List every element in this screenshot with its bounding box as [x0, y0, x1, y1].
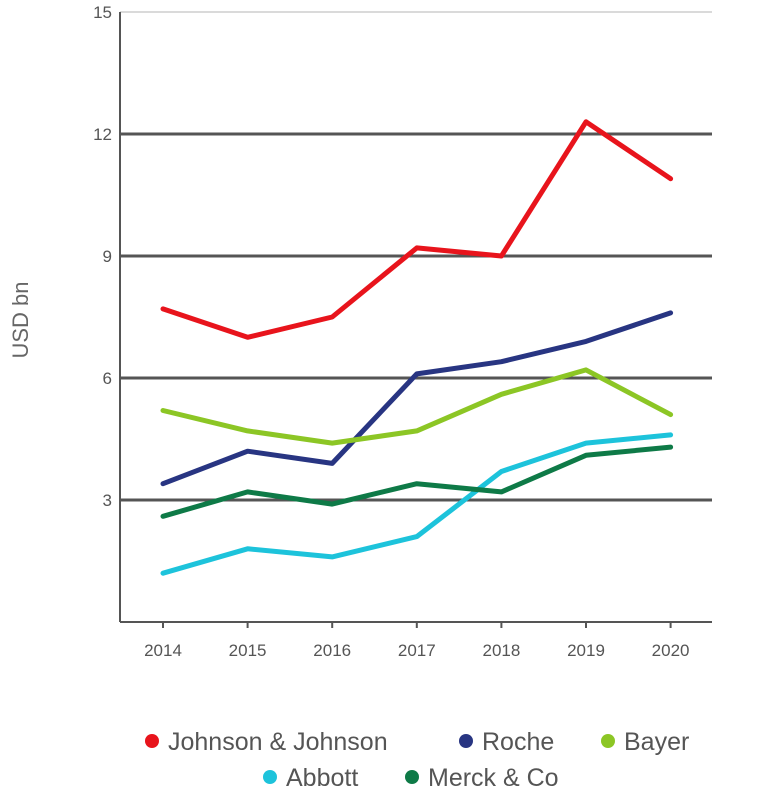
y-tick-label: 6	[103, 369, 112, 388]
x-tick-label: 2020	[652, 641, 690, 660]
x-tick-label: 2015	[229, 641, 267, 660]
y-tick-label: 9	[103, 247, 112, 266]
series-line-bayer	[160, 367, 674, 446]
x-tick-label: 2018	[482, 641, 520, 660]
legend-marker-bayer	[601, 734, 615, 748]
series-line-abbott	[160, 432, 674, 576]
legend-label-roche: Roche	[482, 728, 554, 756]
legend-label-merck-co: Merck & Co	[428, 764, 559, 792]
legend-marker-abbott	[263, 770, 277, 784]
axes	[119, 12, 712, 623]
legend-marker-merck-co	[405, 770, 419, 784]
legend-marker-roche	[459, 734, 473, 748]
legend-label-abbott: Abbott	[286, 764, 358, 792]
y-tick-label: 12	[93, 125, 112, 144]
y-tick-label: 15	[93, 3, 112, 22]
x-tick-label: 2016	[313, 641, 351, 660]
legend-label-bayer: Bayer	[624, 728, 689, 756]
legend: Johnson & Johnson Roche Bayer Abbott Merck &…	[145, 728, 689, 792]
x-tick-label: 2017	[398, 641, 436, 660]
legend-marker-johnson-johnson	[145, 734, 159, 748]
gridlines	[120, 11, 712, 502]
y-axis-title: USD bn	[8, 281, 33, 358]
series-lines	[160, 119, 674, 576]
series-line-merck-co	[160, 444, 674, 519]
x-tick-label: 2014	[144, 641, 182, 660]
x-tick-label: 2019	[567, 641, 605, 660]
legend-label-johnson-johnson: Johnson & Johnson	[168, 728, 388, 756]
y-tick-label: 3	[103, 491, 112, 510]
y-tick-labels: 3 6 9 12 15	[93, 3, 112, 510]
x-tick-labels: 2014 2015 2016 2017 2018 2019 2020	[144, 622, 690, 660]
series-line-roche	[160, 310, 674, 487]
series-line-johnson-johnson	[160, 119, 674, 340]
